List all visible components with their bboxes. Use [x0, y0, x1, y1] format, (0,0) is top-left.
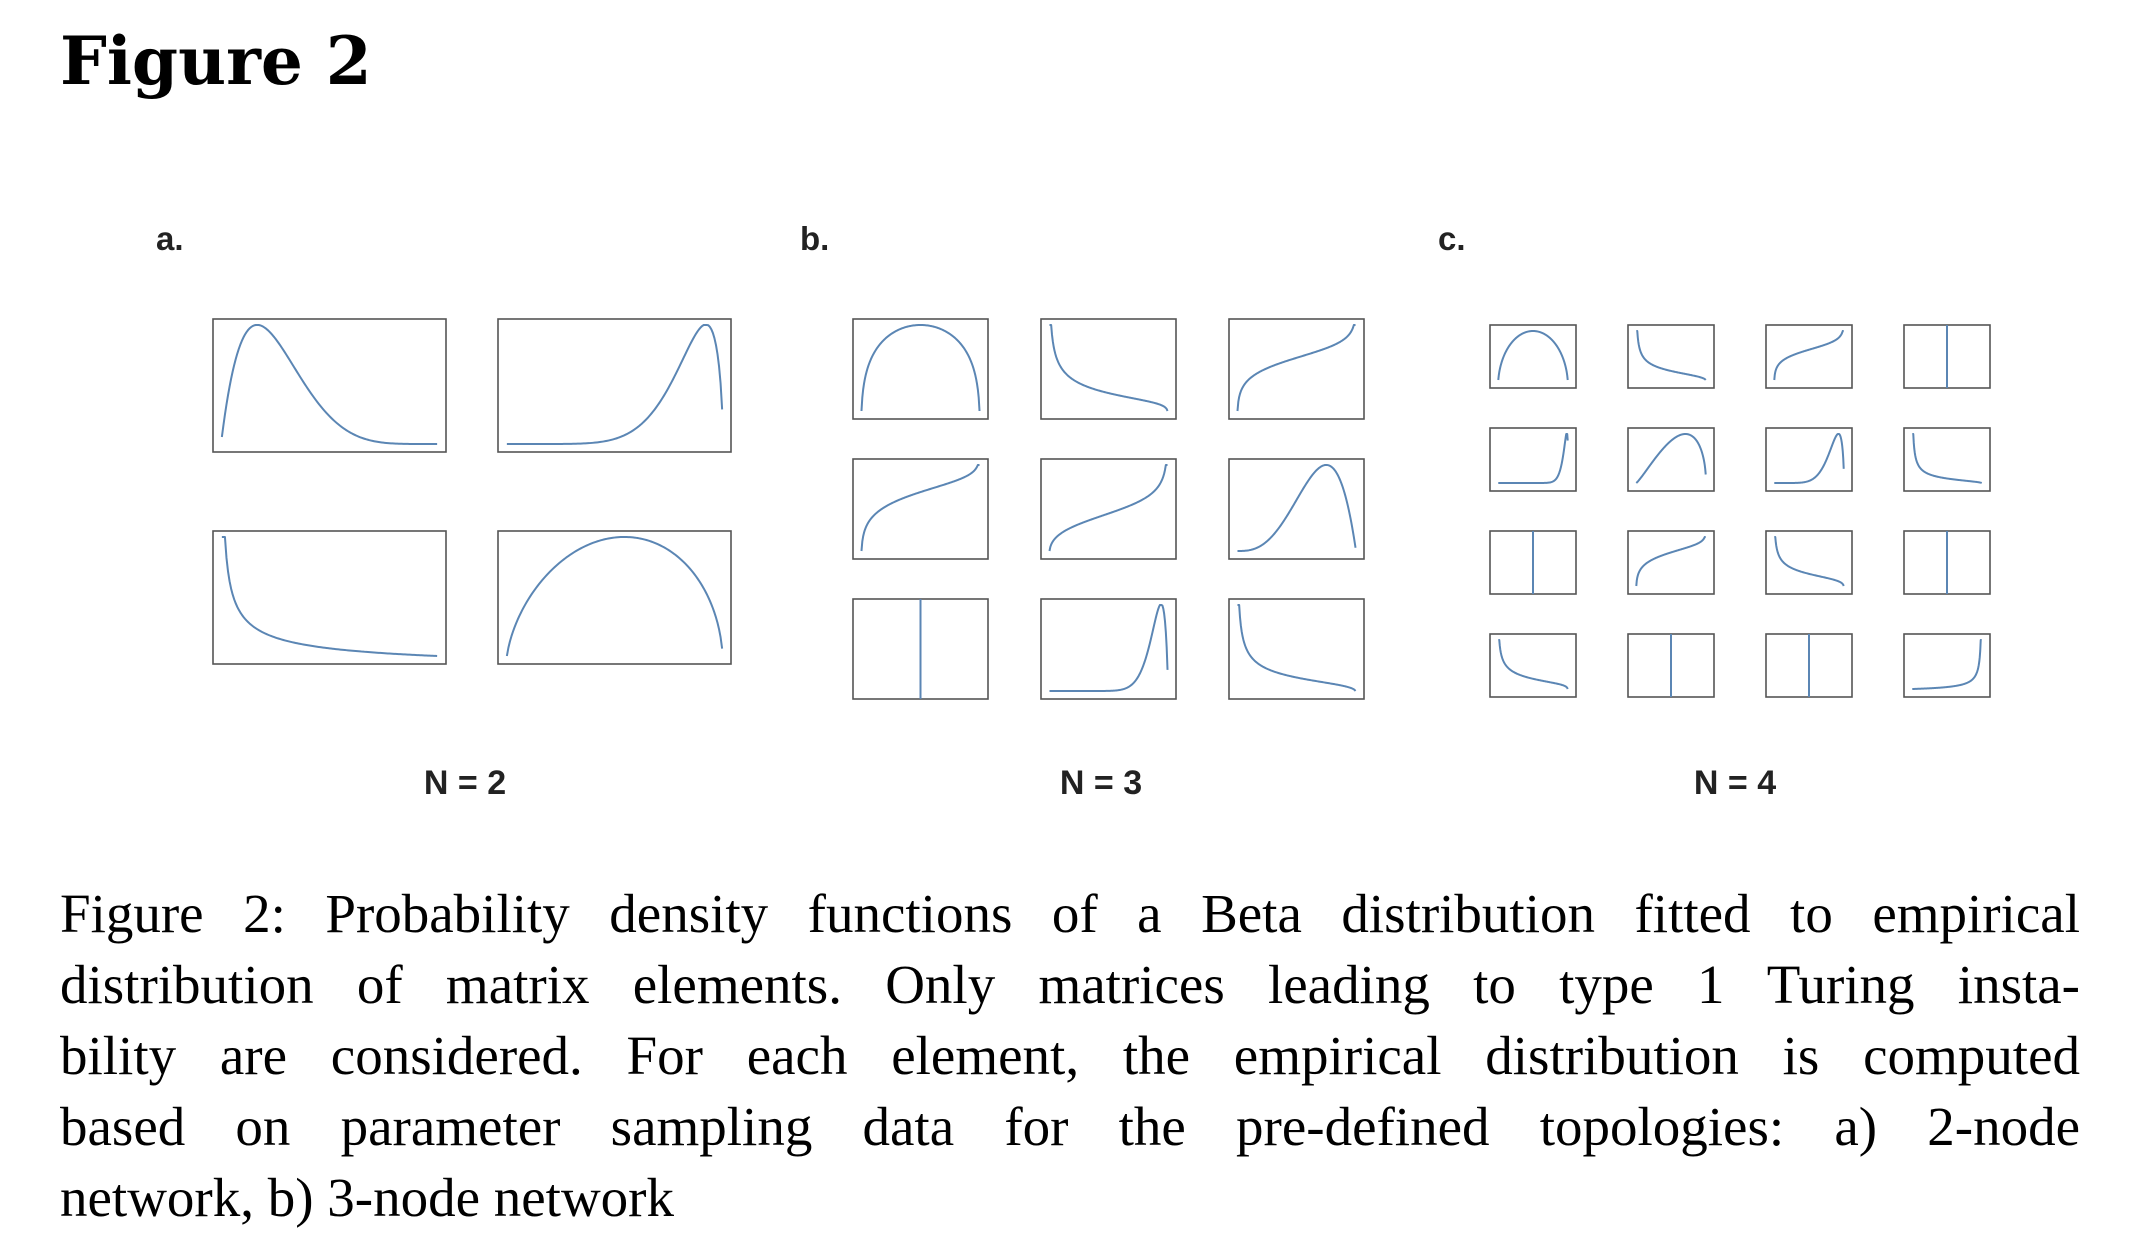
- panel-c-cell-14: [1627, 633, 1715, 698]
- density-curve: [506, 324, 724, 445]
- panel-b-cell-9: [1228, 598, 1365, 700]
- panel-b-n-label: N = 3: [1059, 764, 1143, 802]
- panel-c-cell-16: [1903, 633, 1991, 698]
- plot-frame: [852, 458, 989, 560]
- density-curve: [860, 464, 980, 552]
- plot-frame: [212, 530, 447, 665]
- plot-frame: [1489, 633, 1577, 698]
- density-curve: [1773, 330, 1845, 381]
- density-curve: [1236, 324, 1356, 412]
- panel-c-cell-6: [1627, 427, 1715, 492]
- panel-c-cell-15: [1765, 633, 1853, 698]
- plot-frame: [1228, 318, 1365, 420]
- density-curve: [1635, 330, 1707, 381]
- panel-b-cell-2: [1040, 318, 1177, 420]
- caption-line-3: bility are considered. For each element,…: [60, 1025, 2080, 1086]
- panel-c-letter: c.: [1438, 220, 1466, 257]
- plot-frame: [1627, 427, 1715, 492]
- density-curve: [1773, 433, 1845, 484]
- plot-frame: [1228, 458, 1365, 560]
- panel-a-cell-1: [212, 318, 447, 453]
- panel-c-cell-5: [1489, 427, 1577, 492]
- panel-c-cell-12: [1903, 530, 1991, 595]
- panel-c-cell-3: [1765, 324, 1853, 389]
- panel-b-cell-5: [1040, 458, 1177, 560]
- panel-a-letter: a.: [156, 220, 184, 257]
- panel-c-n-label: N = 4: [1693, 764, 1777, 802]
- panel-b-letter: b.: [800, 220, 830, 257]
- density-curve: [505, 536, 724, 657]
- panel-c-cell-1: [1489, 324, 1577, 389]
- density-curve: [1237, 464, 1357, 552]
- plot-frame: [1040, 598, 1177, 700]
- density-curve: [860, 324, 981, 412]
- density-curve: [1635, 433, 1707, 484]
- density-curve: [1497, 433, 1569, 484]
- plot-frame: [1228, 598, 1365, 700]
- density-curve: [1773, 536, 1845, 587]
- panel-c-cell-7: [1765, 427, 1853, 492]
- panel-c-cell-9: [1489, 530, 1577, 595]
- plot-frame: [497, 318, 732, 453]
- density-curve: [1911, 433, 1983, 484]
- panel-a-plots: [212, 318, 732, 665]
- panel-b-cell-7: [852, 598, 989, 700]
- panel-c-cell-2: [1627, 324, 1715, 389]
- figure-caption: Figure 2: Probability density functions …: [60, 878, 2080, 1233]
- plot-frame: [852, 318, 989, 420]
- density-curve: [220, 324, 438, 445]
- panel-a-n-label: N = 2: [423, 764, 507, 802]
- density-curve: [1497, 639, 1569, 690]
- panel-c-cell-11: [1765, 530, 1853, 595]
- plot-frame: [1903, 427, 1991, 492]
- density-curve: [1048, 464, 1168, 552]
- caption-line-2: distribution of matrix elements. Only ma…: [60, 954, 2080, 1015]
- plot-frame: [1040, 458, 1177, 560]
- plot-frame: [497, 530, 732, 665]
- panel-a-cell-3: [212, 530, 447, 665]
- caption-line-4: based on parameter sampling data for the…: [60, 1096, 2080, 1157]
- panel-c-plots: [1489, 324, 1991, 698]
- plot-frame: [212, 318, 447, 453]
- density-curve: [221, 536, 438, 657]
- density-curve: [1237, 604, 1357, 692]
- panel-b-cell-6: [1228, 458, 1365, 560]
- panel-b-cell-4: [852, 458, 989, 560]
- plot-frame: [1765, 324, 1853, 389]
- panel-c-cell-13: [1489, 633, 1577, 698]
- caption-line-1: Figure 2: Probability density functions …: [60, 883, 2080, 944]
- density-curve: [1635, 536, 1707, 587]
- panel-b-cell-8: [1040, 598, 1177, 700]
- panel-a-cell-2: [497, 318, 732, 453]
- panel-b-plots: [852, 318, 1365, 700]
- density-curve: [1497, 330, 1569, 381]
- panel-c-cell-4: [1903, 324, 1991, 389]
- plot-frame: [1765, 530, 1853, 595]
- density-curve: [1049, 604, 1169, 692]
- density-curve: [1911, 639, 1983, 690]
- panel-c-cell-8: [1903, 427, 1991, 492]
- panel-c-cell-10: [1627, 530, 1715, 595]
- panel-a-cell-4: [497, 530, 732, 665]
- panel-b-cell-3: [1228, 318, 1365, 420]
- density-curve: [1049, 324, 1169, 412]
- panel-b-cell-1: [852, 318, 989, 420]
- figure-heading: Figure 2: [60, 22, 372, 100]
- caption-line-5: network, b) 3-node network: [60, 1167, 674, 1228]
